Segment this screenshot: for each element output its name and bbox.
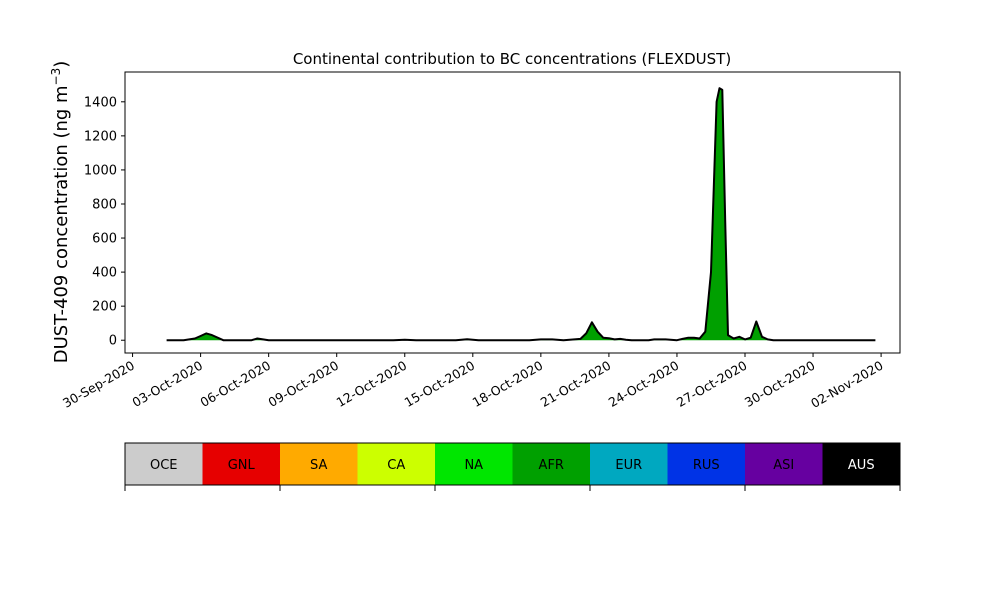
y-tick-label: 0	[109, 334, 117, 349]
legend-swatch-RUS	[667, 443, 746, 485]
y-tick-label: 400	[92, 266, 117, 281]
x-tick-label: 06-Oct-2020	[197, 358, 273, 410]
x-tick-label: 21-Oct-2020	[538, 358, 614, 410]
legend-swatch-ASI	[745, 443, 823, 485]
legend-label-GNL: GNL	[228, 458, 256, 473]
legend-swatch-AUS	[822, 443, 901, 485]
series-area-AFR	[166, 88, 876, 341]
legend-swatch-NA	[435, 443, 513, 485]
x-tick-label: 15-Oct-2020	[402, 358, 478, 410]
legend-label-CA: CA	[387, 458, 405, 473]
legend-colorbar: OCE GNL SA CA NA AFR EUR RUS ASI AUS	[124, 442, 901, 491]
chart-title: Continental contribution to BC concentra…	[293, 50, 731, 68]
y-axis: 0 200 400 600 800 1000 1200 1400	[84, 95, 125, 349]
x-tick-label: 27-Oct-2020	[674, 358, 750, 410]
y-tick-label: 200	[92, 300, 117, 315]
plot-marks	[166, 87, 876, 342]
y-axis-label-close: )	[51, 61, 72, 68]
legend-label-RUS: RUS	[693, 458, 720, 473]
y-tick-label: 1400	[84, 95, 117, 110]
y-tick-label: 1200	[84, 129, 117, 144]
legend-label-OCE: OCE	[150, 458, 178, 473]
x-tick-label: 30-Sep-2020	[60, 358, 137, 411]
y-axis-label-text: DUST-409 concentration (ng m	[51, 85, 72, 363]
y-axis-label: DUST-409 concentration (ng m−3)	[49, 61, 72, 364]
legend-swatch-GNL	[202, 443, 281, 485]
y-tick-label: 600	[92, 232, 117, 247]
legend-swatch-EUR	[590, 443, 668, 485]
x-axis: 30-Sep-202003-Oct-202006-Oct-202009-Oct-…	[60, 353, 886, 411]
legend-label-NA: NA	[464, 458, 483, 473]
legend-label-AUS: AUS	[848, 458, 875, 473]
legend-swatch-SA	[280, 443, 358, 485]
x-tick-label: 09-Oct-2020	[266, 358, 342, 410]
x-tick-label: 24-Oct-2020	[606, 358, 682, 410]
legend-label-ASI: ASI	[773, 458, 794, 473]
x-tick-label: 18-Oct-2020	[470, 358, 546, 410]
series-total-line	[166, 87, 876, 342]
legend-swatch-AFR	[512, 443, 591, 485]
legend-label-SA: SA	[310, 458, 327, 473]
legend-frame	[124, 442, 901, 486]
legend-swatch-OCE	[125, 443, 203, 485]
plot-frame	[124, 71, 901, 354]
y-tick-label: 1000	[84, 163, 117, 178]
legend-label-EUR: EUR	[615, 458, 642, 473]
x-tick-label: 12-Oct-2020	[334, 358, 410, 410]
x-tick-label: 03-Oct-2020	[129, 358, 205, 410]
legend-swatch-CA	[357, 443, 436, 485]
x-tick-label: 02-Nov-2020	[808, 358, 886, 411]
x-tick-label: 30-Oct-2020	[742, 358, 818, 410]
y-axis-label-unit-exponent: −3	[49, 68, 63, 86]
y-tick-label: 800	[92, 197, 117, 212]
legend-label-AFR: AFR	[539, 458, 564, 473]
